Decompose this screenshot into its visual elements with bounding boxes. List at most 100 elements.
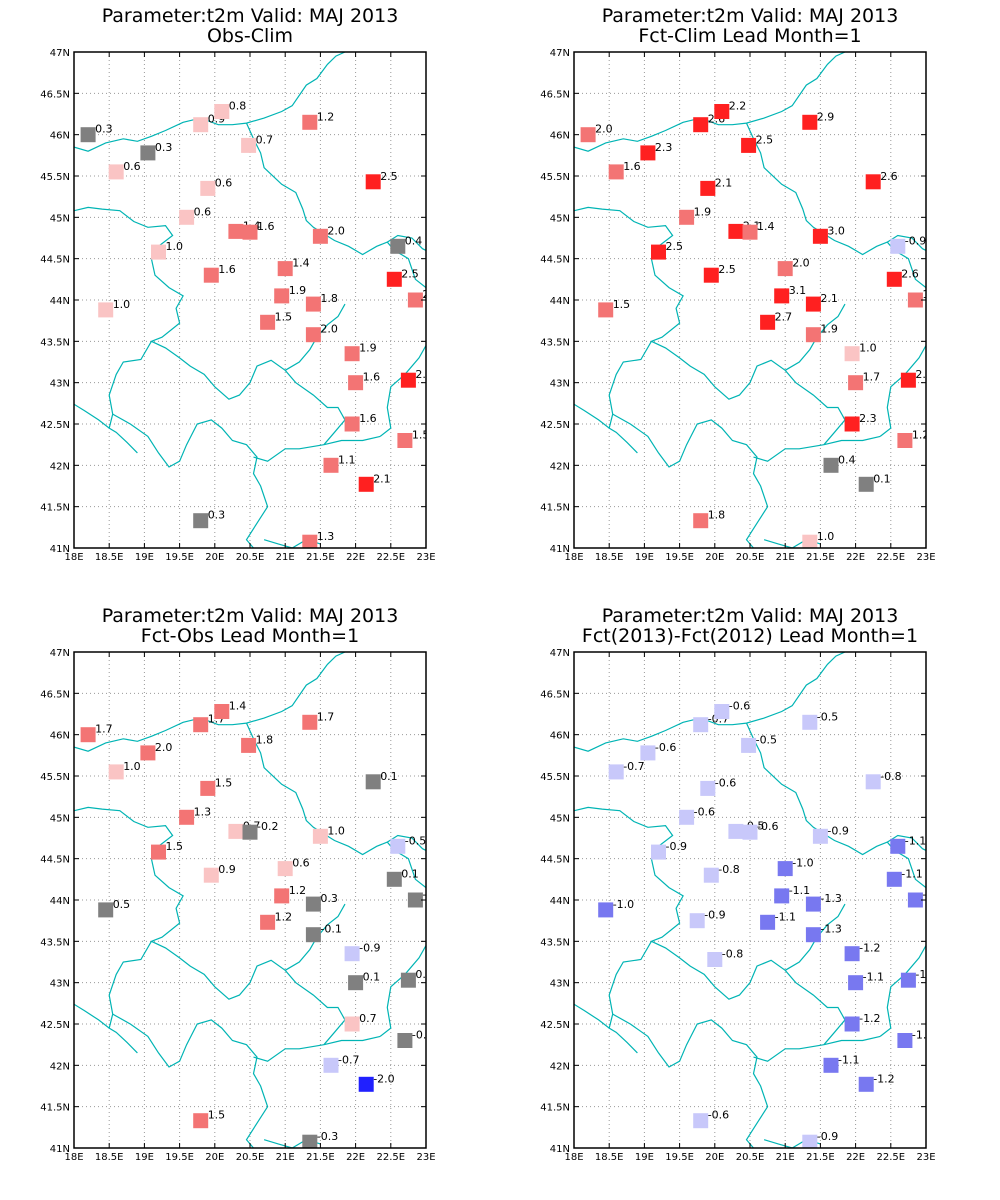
station-value: 0.9 xyxy=(218,863,236,876)
country-border xyxy=(74,403,138,454)
panel-subtitle: Obs-Clim xyxy=(207,25,293,47)
y-tick-label: 42N xyxy=(50,461,70,472)
country-border xyxy=(112,1013,269,1148)
station-marker xyxy=(728,223,744,239)
station-marker xyxy=(203,867,219,883)
station-marker xyxy=(805,296,821,312)
station-value: -1.1 xyxy=(922,888,943,901)
station-marker xyxy=(400,972,416,988)
station-value: -1.1 xyxy=(863,971,884,984)
country-border xyxy=(151,940,346,1046)
station-marker xyxy=(228,223,244,239)
y-tick-label: 47N xyxy=(550,48,570,59)
y-tick-label: 41N xyxy=(50,544,70,555)
station-value: 1.2 xyxy=(289,884,307,897)
station-marker xyxy=(302,1134,318,1148)
station-marker xyxy=(242,824,258,840)
x-tick-label: 22E xyxy=(346,552,365,563)
y-tick-label: 41.5N xyxy=(40,503,70,514)
station-marker xyxy=(693,1113,709,1129)
station-value: -1.0 xyxy=(915,968,936,981)
station-marker xyxy=(358,476,374,492)
station-value: -1.3 xyxy=(820,923,841,936)
station-marker xyxy=(407,292,423,308)
y-tick-label: 41N xyxy=(550,544,570,555)
station-value: 1.5 xyxy=(412,429,430,442)
x-tick-label: 22.5E xyxy=(877,552,906,563)
station-marker xyxy=(277,861,293,877)
station-value: 2.0 xyxy=(792,257,810,270)
station-value: 2.3 xyxy=(655,141,673,154)
station-value: 2.7 xyxy=(775,310,793,323)
station-marker xyxy=(200,180,216,196)
station-marker xyxy=(241,137,257,153)
country-border xyxy=(245,122,426,289)
y-tick-label: 42.5N xyxy=(40,420,70,431)
map-area: 1.72.01.01.71.41.81.71.51.30.10.7-0.21.0… xyxy=(74,652,433,1148)
country-border xyxy=(74,652,346,752)
y-tick-label: 41.5N xyxy=(540,1103,570,1114)
station-value: 1.9 xyxy=(289,284,307,297)
station-marker xyxy=(193,117,209,133)
station-value: 2.0 xyxy=(422,288,440,301)
panel-title: Parameter:t2m Valid: MAJ 2013 xyxy=(102,605,399,627)
station-marker xyxy=(323,1057,339,1073)
country-border xyxy=(112,413,269,548)
station-value: 0.5 xyxy=(113,898,131,911)
y-tick-label: 42N xyxy=(550,461,570,472)
station-marker xyxy=(823,457,839,473)
y-tick-label: 45N xyxy=(550,813,570,824)
y-tick-label: 42.5N xyxy=(540,1020,570,1031)
station-value: 2.6 xyxy=(880,170,898,183)
x-tick-label: 21.5E xyxy=(806,1152,835,1163)
x-tick-label: 23E xyxy=(916,1152,935,1163)
station-marker xyxy=(897,1033,913,1048)
station-marker xyxy=(400,372,416,388)
station-marker xyxy=(386,871,402,887)
station-marker xyxy=(98,302,114,318)
station-value: 1.4 xyxy=(292,257,310,270)
station-marker xyxy=(608,164,624,180)
x-tick-label: 22E xyxy=(346,1152,365,1163)
country-border xyxy=(574,206,684,429)
station-value: 1.1 xyxy=(338,453,356,466)
station-marker xyxy=(228,823,244,839)
y-tick-label: 47N xyxy=(550,648,570,659)
x-tick-label: 19.5E xyxy=(165,552,194,563)
station-marker xyxy=(608,764,624,780)
station-value: -0.8 xyxy=(718,863,739,876)
x-tick-label: 23E xyxy=(416,552,435,563)
station-marker xyxy=(693,513,709,529)
station-value: 0.6 xyxy=(215,176,233,189)
x-tick-label: 18.5E xyxy=(95,552,124,563)
y-tick-label: 45N xyxy=(550,213,570,224)
station-marker xyxy=(693,717,709,733)
station-marker xyxy=(80,727,96,743)
station-marker xyxy=(728,823,744,839)
station-marker xyxy=(760,914,776,930)
country-border xyxy=(574,806,684,1029)
station-marker xyxy=(193,1113,209,1129)
y-tick-label: 43.5N xyxy=(40,337,70,348)
x-tick-label: 18E xyxy=(64,1152,83,1163)
station-value: 2.4 xyxy=(415,368,433,381)
y-tick-label: 41N xyxy=(550,1144,570,1155)
country-border xyxy=(745,122,926,289)
station-value: 0.6 xyxy=(194,205,212,218)
station-value: 1.7 xyxy=(95,723,113,736)
station-value: -0.3 xyxy=(412,1029,433,1042)
y-tick-label: 44N xyxy=(550,296,570,307)
station-value: 0.7 xyxy=(256,133,274,146)
station-value: 1.0 xyxy=(166,240,184,253)
y-tick-label: 45N xyxy=(50,813,70,824)
x-tick-label: 22.5E xyxy=(377,552,406,563)
country-border xyxy=(886,834,926,851)
station-marker xyxy=(151,844,166,860)
station-marker xyxy=(777,261,793,277)
x-tick-label: 20E xyxy=(205,1152,224,1163)
station-value: 2.5 xyxy=(756,133,774,146)
station-marker xyxy=(700,180,716,196)
station-marker xyxy=(742,224,758,240)
station-value: 0.6 xyxy=(123,160,141,173)
